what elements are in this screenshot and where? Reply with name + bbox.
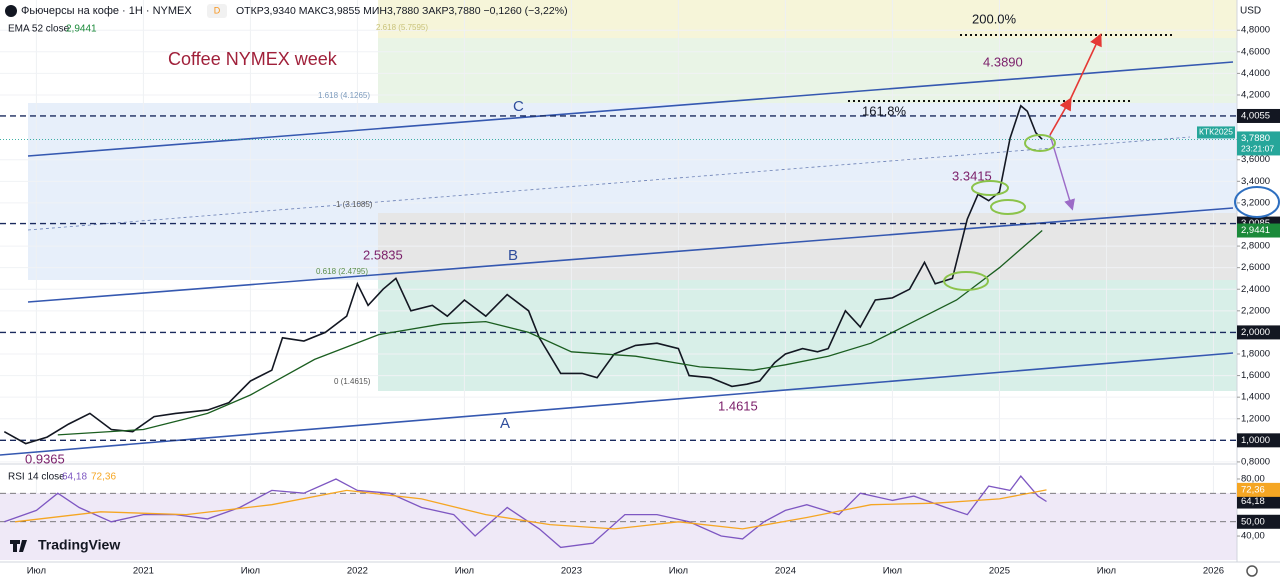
symbol-icon xyxy=(5,5,17,17)
last-price-label: 3,7880 xyxy=(1241,133,1270,144)
last-price-tag xyxy=(1237,131,1280,156)
annotation: 161.8% xyxy=(862,103,907,118)
y-tick-label: 4,6000 xyxy=(1241,46,1270,57)
badge[interactable] xyxy=(207,4,227,18)
rsi-value: 64,18 xyxy=(62,472,87,483)
level-tag xyxy=(1237,325,1280,340)
annotation: C xyxy=(513,98,524,115)
y-tick-label: 4,4000 xyxy=(1241,68,1270,79)
annotation: Coffee NYMEX week xyxy=(168,49,338,69)
rsi-tag-label: 72,36 xyxy=(1241,484,1265,495)
y-tick-label: 3,6000 xyxy=(1241,154,1270,165)
y-tick-label: 0,8000 xyxy=(1241,456,1270,467)
rsi-band xyxy=(0,493,1237,560)
x-tick-label: Июл xyxy=(883,566,902,577)
highlight xyxy=(1024,134,1056,152)
symbol-tag-label: КТК2025 xyxy=(1199,127,1233,137)
series-line xyxy=(3,104,1043,445)
x-tick-label: 2022 xyxy=(347,566,368,577)
x-tick-label: 2023 xyxy=(561,566,582,577)
badge-text: D xyxy=(214,5,221,15)
ohlc: ОТКР3,9340 МАКС3,9855 МИН3,7880 ЗАКР3,78… xyxy=(236,5,568,17)
annotation: 0.9365 xyxy=(25,451,65,466)
x-tick-label: Июл xyxy=(669,566,688,577)
countdown: 23:21:07 xyxy=(1241,144,1274,154)
symbol-tag xyxy=(1197,126,1235,139)
level-label: 2,0000 xyxy=(1241,327,1270,338)
y-tick-label: 1,4000 xyxy=(1241,392,1270,403)
y-tick-label: 1,2000 xyxy=(1241,413,1270,424)
channel-line xyxy=(0,352,1234,456)
x-tick-label: Июл xyxy=(455,566,474,577)
x-tick-label: Июл xyxy=(241,566,260,577)
annotation: 0.618 (2.4795) xyxy=(316,267,368,276)
level-label: 1,0000 xyxy=(1241,435,1270,446)
y-tick-label: 2,6000 xyxy=(1241,262,1270,273)
annotation: 200.0% xyxy=(972,11,1017,26)
annotation: 3.3415 xyxy=(952,168,992,183)
fib-zone xyxy=(378,280,1237,391)
annotation: 1.4615 xyxy=(718,398,758,413)
tick-tag xyxy=(1237,514,1280,529)
ema-legend[interactable]: EMA 52 close xyxy=(8,24,70,35)
y-tick-label: 1,6000 xyxy=(1241,370,1270,381)
y-tick-label: 4,2000 xyxy=(1241,89,1270,100)
x-tick-label: 2025 xyxy=(989,566,1010,577)
y-tick-label: 3,2000 xyxy=(1241,197,1270,208)
highlight xyxy=(990,199,1026,215)
y-tick-label: 2,2000 xyxy=(1241,305,1270,316)
y-tick-label: 3,4000 xyxy=(1241,176,1270,187)
annotation: 4.3890 xyxy=(983,54,1023,69)
series-line xyxy=(14,489,1047,530)
x-tick-label: 2024 xyxy=(775,566,796,577)
rsi-tag xyxy=(1237,482,1280,497)
rsi-tag xyxy=(1237,494,1280,509)
annotation: 0 (1.4615) xyxy=(334,377,371,386)
x-tick-label: 2021 xyxy=(133,566,154,577)
highlight xyxy=(971,180,1009,196)
annotation: 1.618 (4.1265) xyxy=(318,91,370,100)
currency[interactable]: USD xyxy=(1240,6,1261,17)
annotation: 2.5835 xyxy=(363,247,403,262)
annotation: 1 (3.1085) xyxy=(336,200,373,209)
level-label: 4,0055 xyxy=(1241,110,1270,121)
x-tick-label: Июл xyxy=(27,566,46,577)
ema-value: 2,9441 xyxy=(66,24,97,35)
rsi-ma-value: 72,36 xyxy=(91,472,116,483)
fib-zone xyxy=(378,0,1237,38)
annotation: A xyxy=(500,415,510,432)
level-tag xyxy=(1237,433,1280,448)
highlight xyxy=(1234,186,1280,218)
y-tick-label: 4,8000 xyxy=(1241,25,1270,36)
y-tick-label: 50,00 xyxy=(1241,516,1265,527)
y-tick-label: 1,8000 xyxy=(1241,349,1270,360)
fib-zone xyxy=(378,38,1237,103)
y-tick-label: 2,8000 xyxy=(1241,241,1270,252)
settings-icon[interactable] xyxy=(1246,565,1258,577)
y-tick-label: 80,00 xyxy=(1241,473,1265,484)
symbol[interactable]: Фьючерсы на кофе · 1Н · NYMEX xyxy=(21,5,192,17)
level-tag xyxy=(1237,108,1280,123)
x-tick-label: 2026 xyxy=(1203,566,1224,577)
arrow xyxy=(1069,33,1102,101)
annotation: B xyxy=(508,247,518,264)
ema-tag xyxy=(1237,223,1280,238)
ema-tag-label: 2,9441 xyxy=(1241,225,1270,236)
logo xyxy=(10,540,27,552)
x-tick-label: Июл xyxy=(1097,566,1116,577)
branding[interactable]: TradingView xyxy=(38,537,120,553)
mid-line xyxy=(27,136,1191,231)
arrow xyxy=(1049,97,1072,136)
y-tick-label: 2,4000 xyxy=(1241,284,1270,295)
series-line xyxy=(57,230,1043,436)
rsi-legend[interactable]: RSI 14 close xyxy=(8,472,65,483)
highlight xyxy=(943,271,989,291)
y-tick-label: 40,00 xyxy=(1241,531,1265,542)
fib-zone xyxy=(28,103,1237,213)
annotation: 2.618 (5.7595) xyxy=(376,23,428,32)
series-line xyxy=(4,475,1047,549)
channel-line xyxy=(27,61,1234,157)
rsi-tag-label: 64,18 xyxy=(1241,496,1265,507)
